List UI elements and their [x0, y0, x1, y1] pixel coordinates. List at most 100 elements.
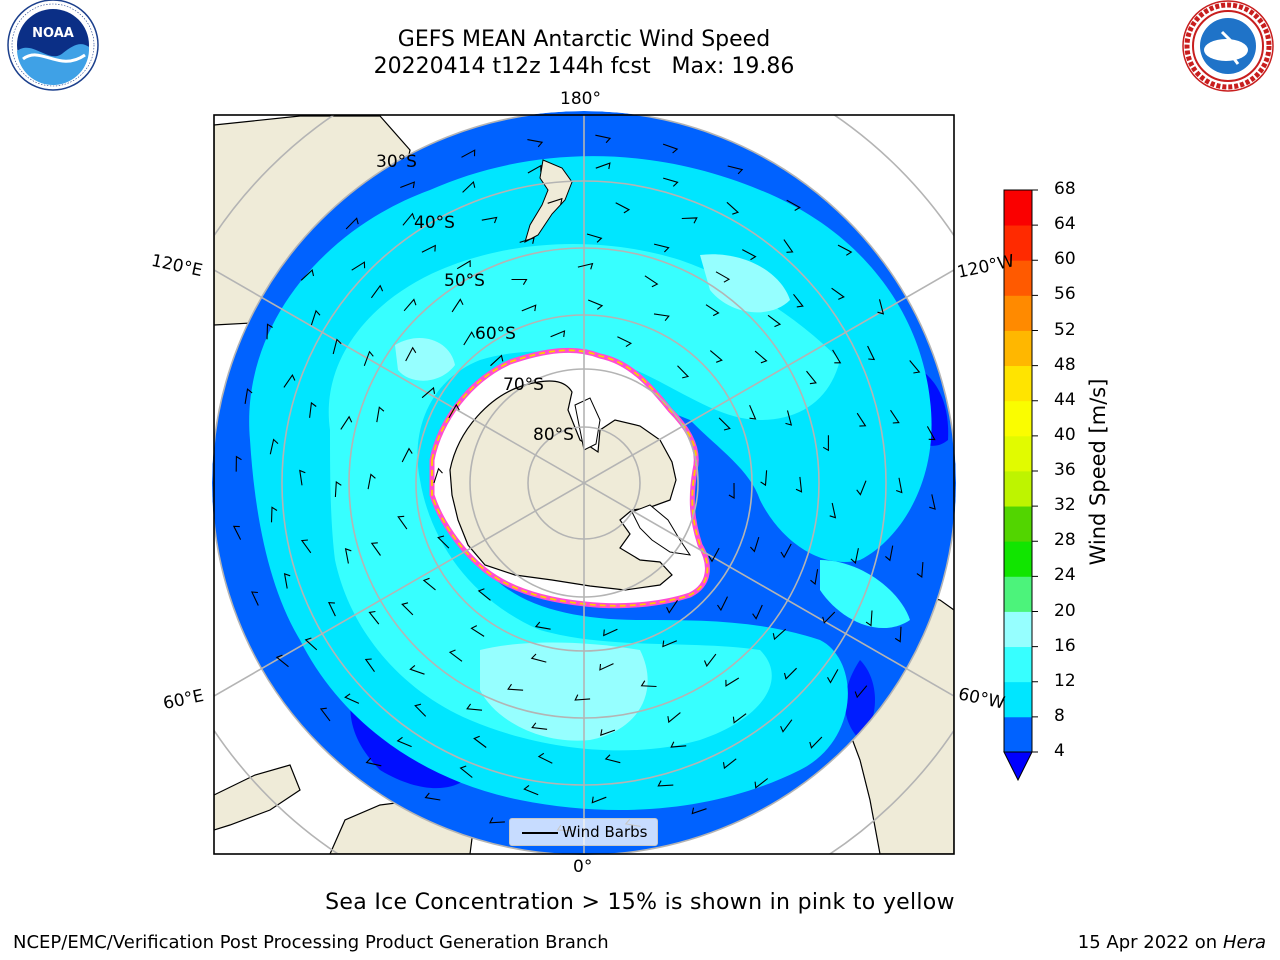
- colorbar-bin: [1004, 225, 1032, 261]
- wind-barb: [531, 722, 548, 730]
- wind-barb: [403, 298, 417, 312]
- wind-barb: [299, 469, 306, 486]
- wind-barb: [708, 547, 720, 563]
- colorbar-bin: [1004, 681, 1032, 718]
- wind-barb: [409, 664, 425, 675]
- wind-barb: [856, 480, 867, 496]
- polar-map: [212, 111, 956, 855]
- wind-barb: [854, 685, 868, 699]
- wind-barb: [715, 271, 731, 283]
- wind-barb: [742, 249, 757, 261]
- wind-barb: [752, 604, 763, 620]
- wind-barb: [367, 473, 376, 490]
- wind-barb: [662, 640, 678, 648]
- wind-barb: [894, 626, 902, 643]
- wind-barb: [829, 502, 837, 519]
- wind-barb: [461, 149, 476, 158]
- wind-barb: [831, 287, 845, 300]
- colorbar-bin: [1004, 576, 1032, 612]
- colorbar-tick-label: 60: [1054, 249, 1076, 270]
- wind-barb: [705, 304, 720, 317]
- wind-barb: [780, 719, 793, 733]
- colorbar-bin: [1004, 330, 1032, 367]
- wind-barb: [644, 275, 659, 288]
- wind-barb: [760, 470, 768, 487]
- footer-date: 15 Apr 2022 on Hera: [1078, 932, 1266, 953]
- colorbar-label: Wind Speed [m/s]: [1086, 378, 1110, 566]
- wind-barb: [437, 535, 450, 549]
- colorbar-bin: [1004, 471, 1032, 507]
- wind-barb: [300, 539, 312, 554]
- wind-barb: [470, 625, 485, 637]
- wind-barb: [717, 596, 728, 612]
- colorbar-bin: [1004, 716, 1032, 753]
- wind-barb: [344, 547, 352, 564]
- wind-barb: [490, 354, 504, 367]
- wind-barb: [780, 543, 792, 559]
- colorbar-tick-label: 64: [1054, 214, 1076, 235]
- lat-label-60s: 60°S: [475, 324, 516, 344]
- wind-barb: [586, 233, 603, 243]
- wind-barb: [885, 545, 894, 562]
- wind-barb: [653, 313, 670, 322]
- wind-barb: [599, 663, 614, 671]
- wind-barb: [709, 350, 723, 363]
- wind-barb: [547, 197, 563, 205]
- wind-barb: [725, 677, 740, 687]
- wind-barb: [615, 202, 631, 214]
- wind-barb: [909, 360, 921, 374]
- wind-barb: [400, 181, 416, 189]
- lon-label-0: 0°: [573, 857, 593, 877]
- wind-barb: [368, 610, 380, 625]
- wind-barb: [232, 525, 242, 540]
- colorbar-bin: [1004, 365, 1032, 402]
- wind-barb: [527, 164, 542, 174]
- wind-barb: [749, 404, 757, 420]
- wind-barb: [600, 729, 616, 737]
- wind-barb: [677, 365, 690, 379]
- wind-barb: [466, 703, 483, 711]
- wind-barb: [666, 599, 678, 614]
- wind-barb: [574, 694, 591, 701]
- colorbar-bin: [1004, 295, 1032, 331]
- wind-barb: [670, 741, 687, 748]
- wind-barb: [783, 239, 794, 253]
- wind-barb: [550, 330, 566, 338]
- wind-barb: [448, 649, 463, 662]
- wind-barb: [300, 269, 315, 281]
- noaa-logo: NOAA: [7, 0, 99, 91]
- wind-barb: [266, 323, 273, 340]
- colorbar-bin: [1004, 260, 1032, 296]
- wind-barb: [603, 628, 618, 637]
- wind-barb: [489, 817, 505, 824]
- wind-barb: [728, 482, 735, 499]
- wind-barb: [795, 476, 803, 493]
- wind-barb: [867, 345, 876, 361]
- wind-barb: [726, 201, 740, 215]
- nws-logo: [1182, 0, 1274, 92]
- wind-barb: [653, 243, 670, 253]
- wind-barb: [640, 680, 657, 688]
- colorbar-tick-label: 48: [1054, 354, 1076, 375]
- wind-barb: [459, 765, 473, 778]
- colorbar-tick-label: 52: [1054, 319, 1076, 340]
- wind-barb: [595, 162, 611, 170]
- wind-barb: [591, 796, 607, 804]
- wind-barb: [364, 658, 375, 673]
- wind-barb: [451, 298, 464, 313]
- wind-barb: [604, 754, 621, 764]
- colorbar-bin: [1004, 190, 1032, 226]
- wind-barb: [767, 314, 782, 328]
- colorbar-bin: [1004, 611, 1032, 648]
- wind-barb: [534, 621, 551, 630]
- colorbar-bin: [1004, 646, 1032, 683]
- wind-barb: [595, 134, 612, 144]
- antarctica-land: [449, 380, 677, 591]
- wind-barb: [663, 177, 679, 187]
- wind-barb: [926, 426, 936, 441]
- colorbar-tick-label: 36: [1054, 460, 1076, 480]
- colorbar-tick-label: 4: [1054, 741, 1065, 761]
- wind-barb: [456, 260, 471, 270]
- wind-barb: [890, 409, 900, 424]
- wind-barb: [332, 338, 342, 355]
